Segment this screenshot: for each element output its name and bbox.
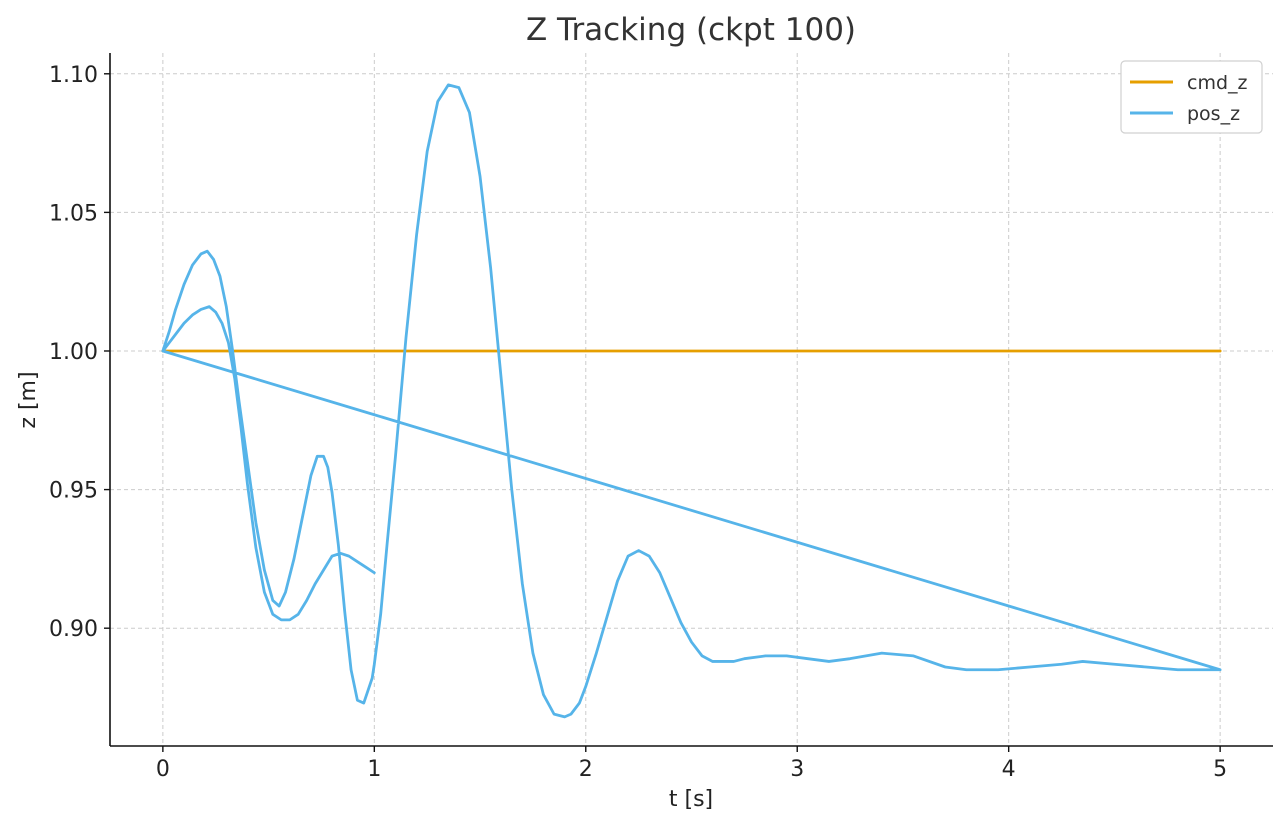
x-tick-label: 4 — [1002, 757, 1016, 782]
x-tick-label: 5 — [1213, 757, 1227, 782]
legend-label-cmd-z: cmd_z — [1187, 72, 1248, 94]
axes-layer — [109, 53, 1273, 747]
x-tick-label: 3 — [790, 757, 804, 782]
y-axis-label: z [m] — [16, 371, 41, 428]
y-tick-label: 1.05 — [49, 201, 98, 226]
series-line-pos-z — [161, 83, 1222, 719]
y-tick-label: 1.00 — [49, 340, 98, 365]
chart-title: Z Tracking (ckpt 100) — [526, 12, 856, 48]
ticks-layer: 0 1 2 3 4 5 0.90 0.95 1.00 1.05 1.10 — [49, 63, 1227, 782]
y-tick-label: 0.95 — [49, 479, 98, 504]
y-tick-label: 1.10 — [49, 63, 98, 88]
series-layer — [161, 83, 1222, 719]
x-tick-label: 0 — [156, 757, 170, 782]
y-tick-label: 0.90 — [49, 617, 98, 642]
x-tick-label: 2 — [579, 757, 593, 782]
legend-box — [1120, 60, 1263, 134]
x-tick-label: 1 — [367, 757, 381, 782]
x-axis-label: t [s] — [669, 787, 713, 812]
legend: cmd_z pos_z — [1120, 60, 1263, 134]
legend-label-pos-z: pos_z — [1187, 103, 1240, 125]
